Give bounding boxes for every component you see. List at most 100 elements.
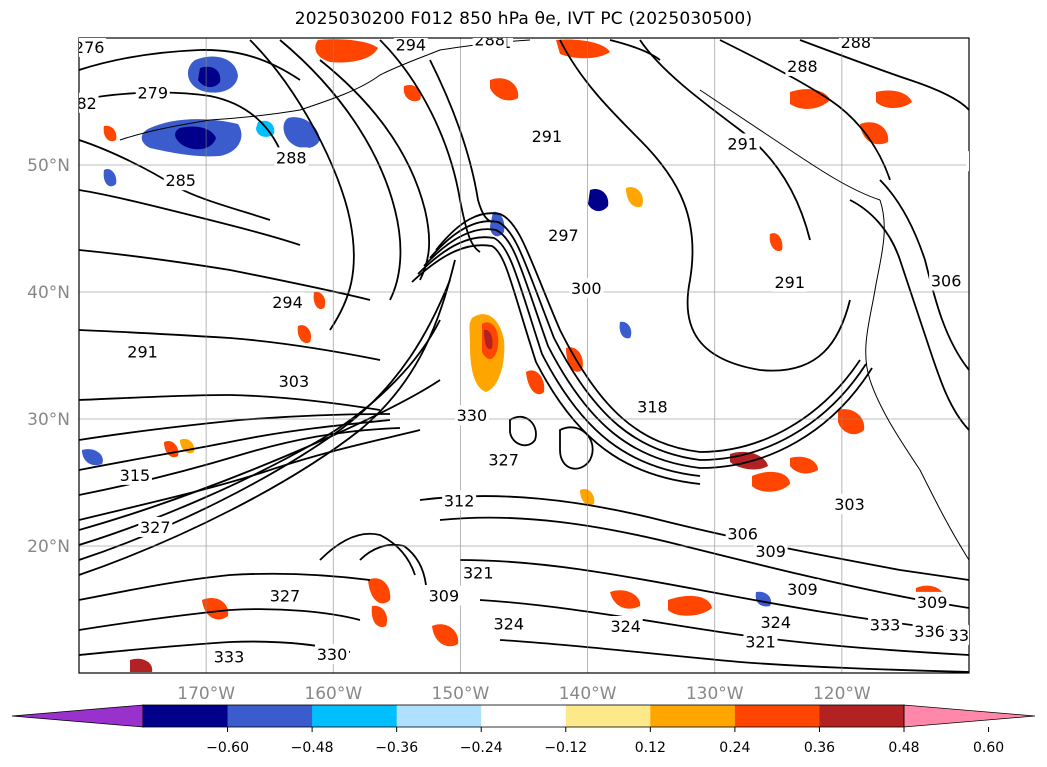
colorbar-segment: [227, 705, 313, 727]
colorbar-segment: [650, 705, 736, 727]
longitude-label: 130°W: [686, 684, 744, 704]
contour-label-backdrop: [529, 125, 564, 146]
contour-label: 306: [931, 272, 962, 291]
contour-label: 303: [834, 495, 865, 514]
contour-label: 303: [968, 152, 999, 171]
longitude-label: 140°W: [559, 684, 617, 704]
contour-label-backdrop: [454, 405, 489, 426]
colorbar-segment: [819, 705, 905, 727]
colorbar-segment: [734, 705, 820, 727]
contour-label: 312: [444, 491, 475, 510]
latitude-label: 20°N: [27, 537, 70, 557]
colorbar-segment: [312, 705, 398, 727]
contour-label-backdrop: [37, 582, 71, 602]
contour-label-backdrop: [461, 562, 496, 583]
colorbar-segment: [143, 705, 229, 727]
contour-label: 342: [975, 637, 1006, 656]
graticule: [79, 38, 969, 673]
contour-label-backdrop: [442, 490, 477, 511]
latitude-label: 40°N: [27, 283, 70, 303]
contour-label-backdrop: [753, 541, 788, 562]
contour-label-backdrop: [725, 133, 760, 154]
contour-label-backdrop: [988, 484, 1022, 504]
contour-label-backdrop: [79, 92, 99, 113]
contour-label: 321: [463, 564, 494, 583]
contour-label: 288: [787, 57, 818, 76]
theta-e-contours: [79, 39, 969, 673]
contour-label: 282: [66, 94, 97, 113]
colorbar-tick-label: 0.48: [888, 740, 919, 756]
contour-label: 306: [989, 485, 1020, 504]
colorbar-tick-label: −0.24: [460, 740, 503, 756]
contour-label: 321: [27, 514, 58, 533]
contour-label-backdrop: [838, 38, 873, 52]
contour-label: 336: [914, 622, 945, 641]
contour-label: 330: [457, 406, 488, 425]
contour-label-backdrop: [267, 585, 302, 606]
contour-label: 324: [610, 617, 641, 636]
contour-label-backdrop: [832, 494, 867, 515]
contour-label: 327: [270, 587, 301, 606]
latitude-label: 50°N: [27, 156, 70, 176]
colorbar-tick-label: 0.12: [635, 740, 666, 756]
contour-label-backdrop: [974, 636, 1008, 656]
contour-label-backdrop: [608, 616, 643, 637]
contour-label-backdrop: [274, 147, 309, 168]
contour-label-backdrop: [635, 396, 670, 417]
contour-label-backdrop: [868, 614, 903, 635]
contour-label: 309: [787, 580, 818, 599]
contour-label: 333: [870, 616, 901, 635]
contour-label-backdrop: [315, 643, 350, 664]
contour-label: 297: [548, 226, 579, 245]
contour-label: 309: [917, 593, 948, 612]
contour-label: 291: [532, 127, 563, 146]
contour-label: 291: [727, 134, 758, 153]
longitude-label: 170°W: [177, 684, 235, 704]
contour-label-backdrop: [276, 370, 311, 391]
contour-label: 288: [841, 33, 872, 52]
contour-labels: 276 279 282 285 288 294 291 288 288 288 291 291 291 2…: [25, 30, 1022, 667]
contour-label-backdrop: [25, 513, 59, 533]
contour-label-backdrop: [79, 38, 107, 57]
contour-label-backdrop: [965, 151, 969, 172]
contour-label: 300: [571, 279, 602, 298]
colorbar-tick-label: 0.24: [719, 740, 750, 756]
contour-label: 309: [755, 542, 786, 561]
contour-label: 294: [272, 293, 303, 312]
contour-label-backdrop: [785, 579, 820, 600]
contour-label-backdrop: [393, 38, 428, 55]
contour-label: 285: [165, 171, 196, 190]
contour-label: 309: [429, 587, 460, 606]
contour-label: 324: [493, 614, 524, 633]
contour-label: 327: [140, 518, 171, 537]
contour-label-backdrop: [135, 82, 170, 103]
contour-label-backdrop: [472, 38, 507, 50]
colorbar-segment: [481, 705, 567, 727]
contour-label: 321: [745, 632, 776, 651]
contour-label: 291: [127, 343, 158, 362]
contour-label: 315: [120, 466, 151, 485]
colorbar-segment: [396, 705, 482, 727]
colorbar-extend-min: [11, 704, 144, 728]
longitude-labels: 170°W 160°W 150°W 140°W 130°W 120°W: [177, 684, 871, 704]
coastlines: [119, 39, 969, 561]
colorbar-tick-label: −0.60: [206, 740, 249, 756]
contour-label: 291: [774, 273, 805, 292]
contour-label: 288: [474, 30, 505, 49]
longitude-label: 160°W: [304, 684, 362, 704]
contour-label-backdrop: [491, 613, 526, 634]
contour-label: 327: [488, 451, 519, 470]
contour-label-backdrop: [743, 631, 778, 652]
contour-label-backdrop: [486, 449, 521, 470]
contour-label: 336: [949, 626, 980, 645]
contour-label-backdrop: [915, 591, 950, 612]
colorbar: −0.60 −0.48 −0.36 −0.24 −0.12 0.12 0.24 0.36 0.4…: [11, 704, 1036, 756]
contour-label-backdrop: [946, 624, 969, 645]
figure-title: 2025030200 F012 850 hPa θe, IVT PC (2025…: [294, 9, 753, 29]
contour-label: 294: [396, 35, 427, 54]
contour-label-backdrop: [138, 516, 173, 537]
contour-label-backdrop: [163, 170, 198, 191]
colorbar-tick-label: 0.36: [804, 740, 835, 756]
colorbar-segment: [565, 705, 651, 727]
